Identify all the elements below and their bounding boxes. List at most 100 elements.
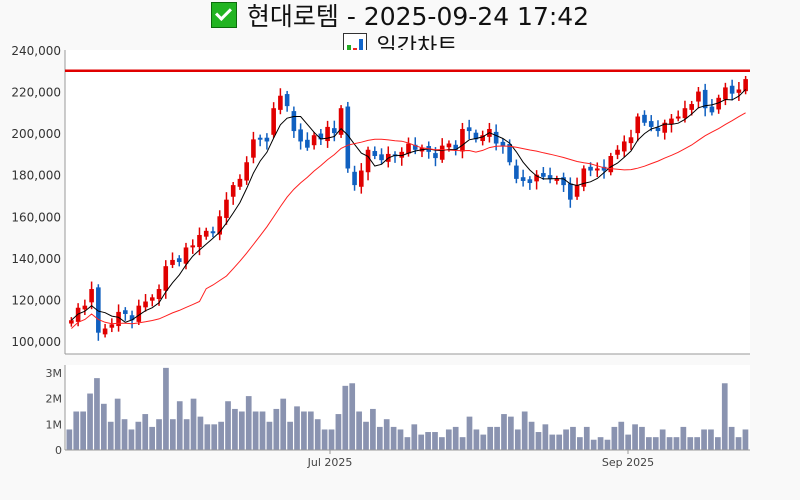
volume-bar — [342, 385, 349, 450]
candle — [493, 131, 499, 144]
x-tick-label: Sep 2025 — [602, 456, 654, 469]
volume-bar — [163, 367, 169, 450]
volume-bar — [190, 398, 197, 450]
candle — [278, 95, 283, 110]
candle — [702, 89, 708, 109]
candle — [446, 143, 452, 148]
candle — [453, 144, 458, 150]
volume-bar — [535, 432, 542, 450]
candle — [696, 91, 701, 102]
candle — [601, 166, 607, 171]
y-tick-label: 140,000 — [11, 252, 61, 266]
ma-short-line — [71, 89, 746, 323]
candle — [460, 128, 465, 152]
candle — [648, 121, 654, 127]
volume-bar — [659, 429, 666, 450]
volume-bar — [280, 398, 287, 450]
candle — [588, 166, 593, 171]
volume-bar — [232, 408, 238, 450]
volume-bars — [66, 367, 749, 450]
candle — [338, 108, 344, 135]
candle — [682, 108, 688, 119]
volume-bar — [142, 414, 149, 450]
chart-title: 현대로템 - 2025-09-24 17:42 — [0, 0, 800, 34]
candle — [170, 259, 175, 265]
volume-bar — [646, 437, 652, 450]
volume-bar — [87, 393, 93, 450]
volume-bar — [632, 424, 638, 450]
candle — [621, 141, 627, 152]
volume-bar — [321, 429, 328, 450]
candle — [291, 111, 297, 132]
volume-bar — [135, 421, 142, 450]
y-tick-label: 240,000 — [11, 44, 61, 58]
volume-bar — [176, 401, 183, 450]
moving-averages — [65, 69, 750, 329]
volume-bar — [238, 411, 245, 450]
candle — [615, 149, 620, 155]
volume-y-axis: 0 1M 2M 3M — [46, 365, 750, 457]
candle — [520, 177, 526, 181]
volume-bar — [666, 437, 673, 450]
volume-bar — [549, 434, 556, 450]
candle — [594, 168, 600, 171]
candle — [143, 301, 148, 308]
y-tick-label: 160,000 — [11, 210, 61, 224]
candle — [69, 320, 74, 324]
volume-bar — [328, 429, 335, 450]
volume-bar — [397, 429, 404, 450]
volume-bar — [266, 421, 273, 450]
candle — [514, 165, 519, 179]
y-tick-label: 180,000 — [11, 169, 61, 183]
volume-bar — [370, 408, 376, 450]
candle — [675, 116, 681, 119]
volume-bar — [418, 434, 425, 450]
candle — [109, 324, 115, 328]
volume-bar — [542, 424, 549, 450]
candle — [318, 133, 324, 140]
candle — [655, 127, 661, 132]
candle — [642, 114, 647, 123]
volume-bar — [452, 426, 459, 450]
volume-tick-label: 0 — [55, 444, 62, 457]
volume-bar — [335, 414, 342, 450]
volume-bar — [183, 419, 190, 450]
volume-bar — [383, 419, 390, 450]
volume-bar — [197, 416, 204, 450]
price-y-axis: 100,000 120,000 140,000 160,000 180,000 200,0… — [11, 44, 750, 355]
volume-bar — [514, 429, 521, 450]
candle — [473, 132, 479, 140]
candle — [574, 185, 580, 197]
candle — [359, 170, 364, 187]
candle — [203, 230, 209, 237]
volume-bar — [611, 426, 618, 450]
volume-bar — [652, 437, 659, 450]
candle — [116, 311, 121, 327]
volume-bar — [204, 424, 211, 450]
volume-bar — [687, 437, 694, 450]
x-tick-label: Jul 2025 — [307, 456, 353, 469]
check-mark-icon — [210, 2, 237, 28]
candle — [716, 97, 721, 110]
volume-bar — [425, 432, 431, 450]
candle — [176, 258, 182, 263]
candle — [500, 141, 506, 146]
candle — [480, 135, 485, 142]
candle — [352, 171, 357, 186]
candle — [257, 137, 263, 140]
volume-tick-label: 3M — [46, 367, 63, 380]
volume-bar — [694, 437, 701, 450]
volume-bar — [480, 434, 487, 450]
title-text: 현대로템 - 2025-09-24 17:42 — [246, 2, 590, 31]
volume-bar — [94, 378, 100, 450]
candle — [608, 156, 614, 173]
volume-bar — [508, 416, 514, 450]
volume-bar — [149, 426, 155, 450]
candle — [332, 128, 337, 134]
volume-bar — [107, 421, 114, 450]
volume-bar — [156, 419, 162, 450]
volume-bar — [715, 437, 721, 450]
candle — [669, 118, 674, 125]
candle — [136, 305, 142, 322]
